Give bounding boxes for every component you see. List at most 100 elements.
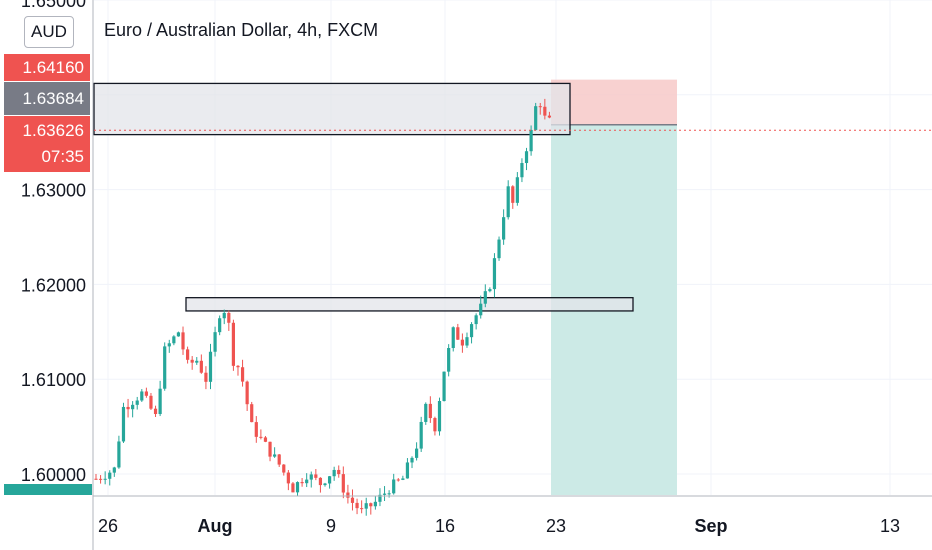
candle-body xyxy=(273,454,277,457)
candle-body xyxy=(442,371,446,401)
x-tick-label: 23 xyxy=(546,516,566,536)
candle-body xyxy=(323,483,327,486)
candle-body xyxy=(94,478,98,480)
candle-body xyxy=(314,474,318,478)
candle-body xyxy=(286,472,290,484)
candle-body xyxy=(144,391,148,396)
x-tick-label: 13 xyxy=(880,516,900,536)
y-tick-label: 1.63000 xyxy=(21,181,86,201)
candle-body xyxy=(300,482,304,484)
chart-title: Euro / Australian Dollar, 4h, FXCM xyxy=(104,20,379,40)
currency-button[interactable]: AUD xyxy=(24,16,74,48)
candle-body xyxy=(295,482,300,493)
candle-body xyxy=(447,348,451,372)
candle-body xyxy=(236,365,240,368)
candle-body xyxy=(465,337,469,346)
x-tick-label: Aug xyxy=(198,516,233,536)
candle-body xyxy=(524,151,529,164)
candle-body xyxy=(405,462,410,479)
candle-body xyxy=(350,497,355,503)
candle-body xyxy=(250,404,254,423)
candle-body xyxy=(424,403,428,422)
candle-body xyxy=(227,312,231,323)
candle-body xyxy=(534,106,538,130)
candle-body xyxy=(149,395,153,409)
candle-body xyxy=(282,464,286,473)
candle-body xyxy=(392,479,396,494)
candle-body xyxy=(186,349,190,360)
candle-body xyxy=(451,327,455,349)
candle-body xyxy=(387,493,391,495)
candle-body xyxy=(332,469,336,477)
candle-body xyxy=(121,406,126,442)
candle-body xyxy=(259,436,263,438)
candle-body xyxy=(291,483,295,493)
x-tick-label: 9 xyxy=(326,516,336,536)
candle-body xyxy=(277,454,281,465)
candle-body xyxy=(520,163,524,178)
candle-body xyxy=(460,339,464,346)
candle-body xyxy=(415,448,419,458)
candle-body xyxy=(309,474,313,480)
candle-body xyxy=(204,372,208,382)
last-price-tag: 1.63626 07:35 xyxy=(4,116,90,172)
y-tick-label: 1.62000 xyxy=(21,275,86,295)
candle-body xyxy=(108,472,112,479)
candle-body xyxy=(263,437,268,442)
candle-body xyxy=(547,115,552,118)
y-tick-label: 1.61000 xyxy=(21,370,86,390)
candle-body xyxy=(245,381,249,405)
candle-body xyxy=(502,217,506,240)
candle-body xyxy=(153,408,158,415)
candle-body xyxy=(126,406,130,410)
candle-body xyxy=(240,367,245,382)
candle-body xyxy=(369,503,373,507)
candle-body xyxy=(176,332,181,337)
candle-body xyxy=(199,360,203,373)
candle-body xyxy=(98,478,103,480)
candle-body xyxy=(222,312,226,319)
candle-body xyxy=(135,400,139,405)
candle-body xyxy=(305,479,309,484)
countdown-timer: 07:35 xyxy=(41,147,84,166)
candle-body xyxy=(474,315,478,325)
candle-body xyxy=(140,391,144,401)
candle-body xyxy=(341,474,345,493)
candle-body xyxy=(543,106,547,116)
candle-body xyxy=(167,343,171,347)
candle-body xyxy=(483,291,487,304)
y-tick-label: 1.65000 xyxy=(21,0,86,11)
candle-body xyxy=(318,477,323,486)
candle-body xyxy=(506,186,510,218)
candle-body xyxy=(195,360,199,363)
candle-body xyxy=(410,457,414,463)
candle-body xyxy=(364,503,368,509)
candle-body xyxy=(346,492,350,498)
candle-body xyxy=(497,239,501,259)
x-tick-label: 16 xyxy=(435,516,455,536)
bid-price-tag xyxy=(4,484,92,495)
y-tick-label: 1.60000 xyxy=(21,465,86,485)
candle-body xyxy=(190,359,194,363)
candle-body xyxy=(337,469,341,475)
candle-body xyxy=(479,303,483,316)
candle-body xyxy=(456,327,460,340)
candle-body xyxy=(172,336,176,344)
last-price-value: 1.63626 xyxy=(22,121,84,140)
candle-body xyxy=(401,478,405,480)
candle-body xyxy=(112,467,116,473)
candle-body xyxy=(181,332,185,350)
candle-body xyxy=(231,322,235,366)
candle-body xyxy=(396,479,400,481)
candle-body xyxy=(158,388,162,415)
stop-loss-zone xyxy=(551,79,677,125)
candle-body xyxy=(378,494,382,502)
candle-body xyxy=(103,478,107,480)
candle-body xyxy=(327,476,332,484)
candle-body xyxy=(218,318,222,333)
candle-body xyxy=(213,332,217,352)
candle-body xyxy=(529,129,533,152)
candle-body xyxy=(419,421,423,449)
x-tick-label: Sep xyxy=(694,516,727,536)
